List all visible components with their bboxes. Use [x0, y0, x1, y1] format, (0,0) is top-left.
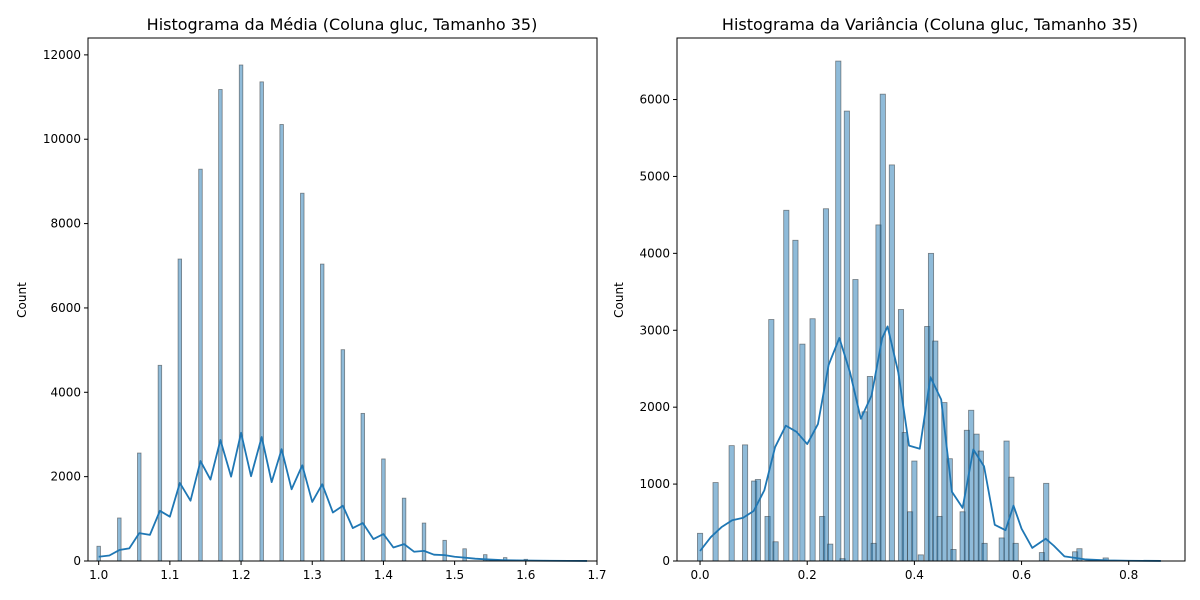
kde-line-mean — [98, 431, 588, 562]
histogram-bar-mean-11 — [320, 263, 325, 562]
histogram-bar-variance-18 — [843, 110, 850, 562]
x-tick-label-variance-2: 0.4 — [905, 568, 924, 582]
histogram-bar-mean-8 — [259, 81, 264, 562]
histogram-bar-mean-17 — [442, 539, 447, 562]
histogram-bar-variance-5 — [754, 479, 761, 562]
kde-line-variance — [699, 325, 1161, 562]
histogram-bar-variance-30 — [917, 554, 924, 562]
plot-frame-mean — [87, 37, 598, 562]
x-tick-label-variance-3: 0.6 — [1012, 568, 1031, 582]
x-tick-label-variance-1: 0.2 — [798, 568, 817, 582]
histogram-bar-mean-13 — [360, 412, 365, 562]
histogram-bar-mean-12 — [340, 349, 346, 562]
histogram-bar-mean-0 — [96, 545, 101, 562]
y-tick-label-mean-6: 12000 — [43, 48, 81, 62]
histogram-bar-mean-5 — [198, 168, 203, 562]
histogram-bar-variance-3 — [742, 444, 749, 562]
histogram-bar-variance-9 — [783, 209, 790, 562]
y-tick-label-variance-2: 2000 — [639, 400, 670, 414]
histogram-bar-variance-2 — [728, 445, 735, 562]
histogram-bar-variance-29 — [911, 460, 918, 562]
x-tick-label-mean-7: 1.7 — [587, 568, 606, 582]
histogram-bar-variance-15 — [827, 543, 834, 562]
histogram-bar-mean-15 — [401, 497, 407, 562]
x-tick-label-variance-4: 0.8 — [1119, 568, 1138, 582]
histogram-bar-variance-7 — [768, 319, 775, 562]
x-tick-label-mean-1: 1.1 — [160, 568, 179, 582]
y-tick-label-variance-0: 0 — [662, 554, 670, 568]
histogram-bar-variance-25 — [888, 164, 895, 562]
histogram-bar-variance-10 — [792, 239, 799, 562]
x-tick-label-variance-0: 0.0 — [690, 568, 709, 582]
y-tick-label-variance-5: 5000 — [639, 169, 670, 183]
histogram-bar-variance-1 — [712, 482, 719, 562]
histogram-bar-variance-11 — [799, 343, 806, 562]
histogram-bar-variance-49 — [1043, 482, 1050, 562]
y-tick-label-mean-0: 0 — [73, 554, 81, 568]
x-tick-label-mean-3: 1.3 — [303, 568, 322, 582]
histogram-bar-variance-24 — [879, 93, 886, 562]
y-tick-label-mean-4: 8000 — [50, 217, 81, 231]
histogram-bar-variance-47 — [1012, 542, 1019, 562]
histogram-bar-variance-40 — [968, 409, 975, 562]
histogram-bar-mean-10 — [300, 192, 305, 562]
chart-title-variance: Histograma da Variância (Coluna gluc, Ta… — [722, 15, 1138, 34]
histogram-bar-variance-43 — [981, 542, 988, 562]
histogram-bar-variance-12 — [809, 318, 816, 562]
histogram-mean-panel: Histograma da Média (Coluna gluc, Tamanh… — [15, 15, 607, 582]
histogram-bar-mean-4 — [177, 258, 183, 562]
y-axis-label-variance: Count — [612, 282, 626, 318]
histogram-bar-variance-19 — [852, 279, 859, 562]
histogram-bar-mean-6 — [218, 89, 223, 562]
y-tick-label-mean-2: 4000 — [50, 385, 81, 399]
x-tick-label-mean-0: 1.0 — [89, 568, 108, 582]
y-axis-label-mean: Count — [15, 282, 29, 318]
histogram-bar-mean-3 — [157, 364, 163, 562]
histogram-bar-mean-2 — [137, 452, 142, 562]
x-tick-label-mean-4: 1.4 — [374, 568, 393, 582]
histogram-bar-variance-20 — [861, 411, 868, 562]
y-tick-label-variance-1: 1000 — [639, 477, 670, 491]
histogram-variance-panel: Histograma da Variância (Coluna gluc, Ta… — [612, 15, 1186, 582]
x-tick-label-mean-5: 1.5 — [445, 568, 464, 582]
histogram-bar-mean-16 — [421, 522, 427, 562]
y-tick-label-mean-1: 2000 — [50, 470, 81, 484]
y-tick-label-variance-3: 3000 — [639, 323, 670, 337]
y-tick-label-variance-4: 4000 — [639, 246, 670, 260]
histogram-bar-mean-1 — [117, 517, 122, 562]
x-tick-label-mean-2: 1.2 — [232, 568, 251, 582]
histogram-bar-mean-18 — [462, 548, 467, 562]
x-tick-label-mean-6: 1.6 — [516, 568, 535, 582]
y-tick-label-mean-3: 6000 — [50, 301, 81, 315]
histogram-bar-variance-27 — [901, 432, 908, 562]
plot-frame-variance — [676, 37, 1186, 562]
y-tick-label-variance-6: 6000 — [639, 93, 670, 107]
histogram-bar-variance-8 — [772, 541, 779, 562]
histogram-bar-mean-7 — [238, 64, 244, 562]
histogram-bar-mean-14 — [381, 458, 386, 562]
y-tick-label-mean-5: 10000 — [43, 132, 81, 146]
histogram-bar-variance-37 — [950, 549, 957, 562]
chart-title-mean: Histograma da Média (Coluna gluc, Tamanh… — [147, 15, 538, 34]
histogram-bar-mean-9 — [279, 124, 284, 562]
histogram-bar-variance-16 — [835, 60, 842, 562]
